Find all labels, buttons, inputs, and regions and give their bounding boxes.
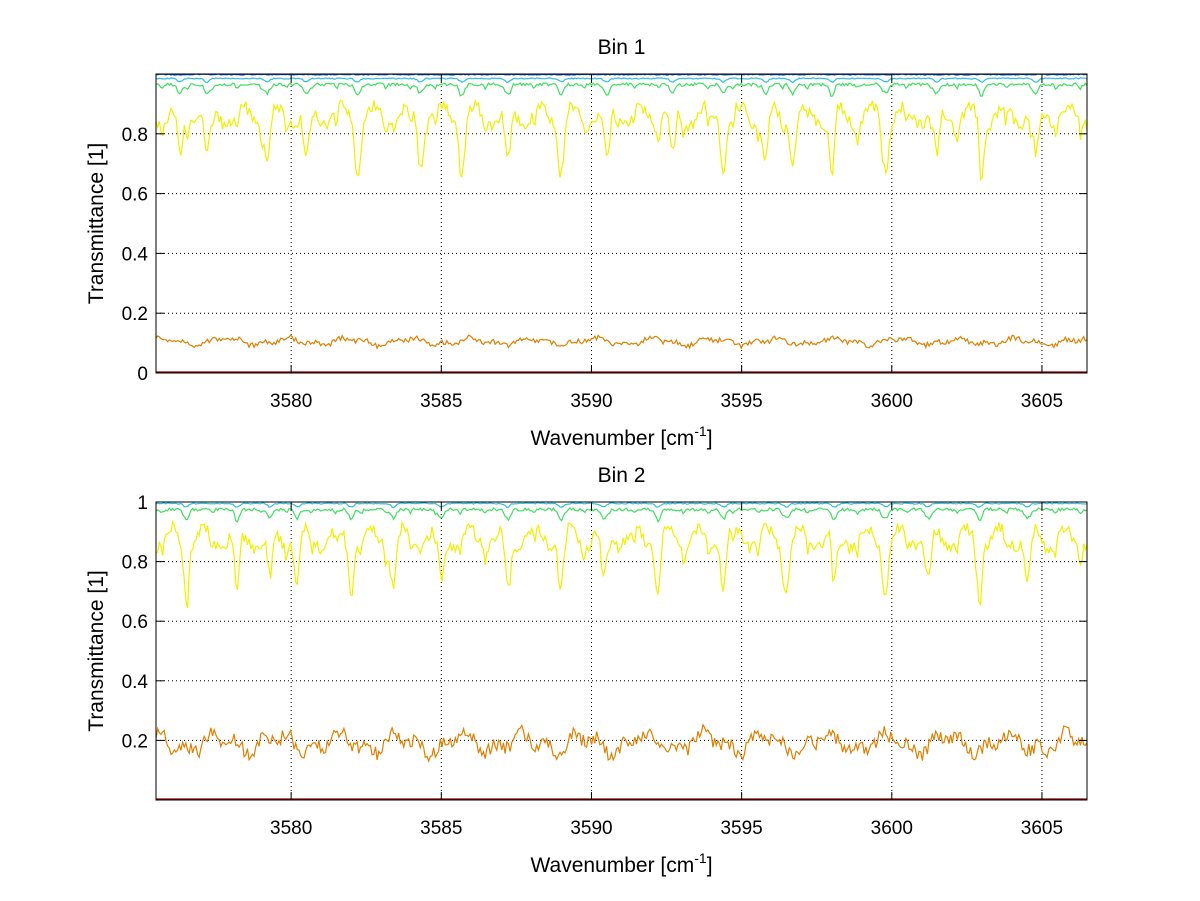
y-axis-label: Transmittance [1] [85,143,108,304]
series-line [155,506,1088,524]
y-tick-label: 0.2 [122,731,148,752]
chart-title: Bin 1 [598,36,646,59]
plot-frame [155,73,1088,374]
series-line [155,77,1088,84]
x-tick-label: 3600 [871,818,913,839]
series-line [155,519,1088,609]
y-tick-label: 0.8 [122,125,148,146]
y-tick-label: 1 [137,493,148,514]
x-tick-label: 3595 [720,818,762,839]
x-axis-label: Wavenumber [cm-1] [530,850,712,877]
x-tick-label: 3585 [420,391,462,412]
x-tick-label: 3580 [270,391,312,412]
series-line [155,334,1088,350]
y-tick-label: 0.4 [122,672,149,693]
x-tick-label: 3595 [720,391,762,412]
y-tick-label: 0.2 [122,304,148,325]
chart-title: Bin 2 [598,464,646,487]
series-line [155,502,1088,509]
plot-frame [155,501,1088,801]
series-line [155,98,1088,182]
x-axis-label: Wavenumber [cm-1] [530,423,712,450]
y-tick-label: 0.4 [122,244,149,265]
series-line [155,82,1088,98]
x-tick-label: 3605 [1021,818,1063,839]
y-axis-label: Transmittance [1] [85,570,108,731]
y-tick-label: 0.6 [122,612,148,633]
series-line [155,723,1088,763]
x-tick-label: 3605 [1021,391,1063,412]
x-tick-label: 3580 [270,818,312,839]
x-tick-label: 3590 [570,818,612,839]
y-tick-label: 0.8 [122,553,148,574]
y-tick-label: 0.6 [122,185,148,206]
x-tick-label: 3590 [570,391,612,412]
y-tick-label: 0 [137,364,148,385]
x-tick-label: 3600 [871,391,913,412]
x-tick-label: 3585 [420,818,462,839]
